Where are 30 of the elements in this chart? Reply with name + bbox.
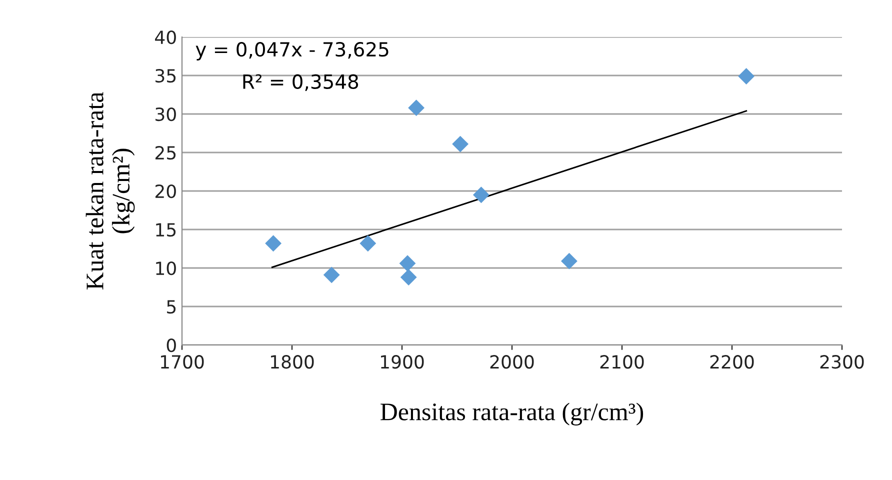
point bbox=[560, 252, 578, 270]
x-tick-label: 2200 bbox=[710, 355, 754, 369]
x-axis-title: Densitas rata-rata (gr/cm³) bbox=[380, 402, 644, 426]
point bbox=[472, 186, 490, 204]
point bbox=[400, 269, 417, 286]
y-tick-label: 40 bbox=[155, 30, 176, 44]
y-tick-label: 15 bbox=[156, 223, 176, 237]
point bbox=[323, 266, 340, 284]
point bbox=[399, 255, 416, 272]
y-tick-label: 0 bbox=[166, 338, 176, 352]
point bbox=[265, 235, 282, 252]
x-tick-label: 2300 bbox=[820, 355, 864, 369]
point bbox=[452, 136, 469, 152]
y-tick-label: 20 bbox=[155, 184, 176, 198]
y-tick-label: 35 bbox=[156, 68, 176, 83]
x-tick-label: 2100 bbox=[600, 355, 644, 369]
x-tick-label: 1800 bbox=[271, 355, 314, 369]
point bbox=[360, 235, 376, 252]
y-tick-label: 30 bbox=[156, 107, 176, 122]
y-axis-title: Kuat tekan rata-rata (kg/cm²) bbox=[86, 92, 135, 290]
annotation: y = 0,047x - 73,625 bbox=[196, 42, 388, 60]
y-tick-label: 25 bbox=[155, 146, 176, 160]
y-tick-label: 5 bbox=[167, 300, 176, 314]
x-tick-label: 1700 bbox=[161, 355, 204, 369]
x-tick-label: 1900 bbox=[381, 355, 424, 369]
x-tick-label: 2000 bbox=[490, 355, 534, 369]
point bbox=[738, 68, 755, 84]
y-tick-label: 10 bbox=[156, 261, 176, 276]
annotation: R² = 0,3548 bbox=[243, 74, 358, 91]
point bbox=[408, 100, 425, 116]
